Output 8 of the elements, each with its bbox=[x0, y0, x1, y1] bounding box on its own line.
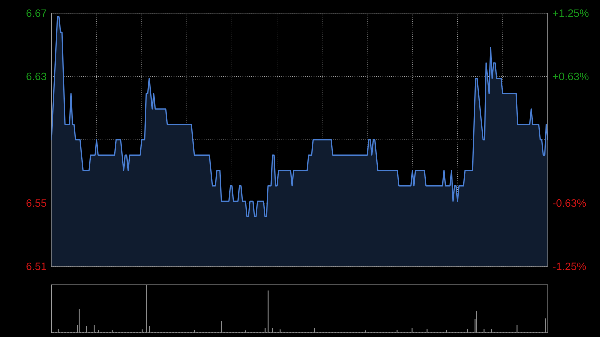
y2-tick-label: -1.25% bbox=[553, 262, 586, 270]
y2-tick-label: -0.63% bbox=[553, 200, 586, 208]
y-tick-label: 6.63 bbox=[26, 72, 47, 80]
y2-tick-label: +1.25% bbox=[553, 10, 589, 18]
y-tick-label: 6.51 bbox=[26, 262, 46, 270]
y-tick-label: 6.67 bbox=[26, 10, 46, 18]
y-tick-label: 6.55 bbox=[26, 200, 47, 208]
y2-tick-label: +0.63% bbox=[553, 72, 589, 80]
